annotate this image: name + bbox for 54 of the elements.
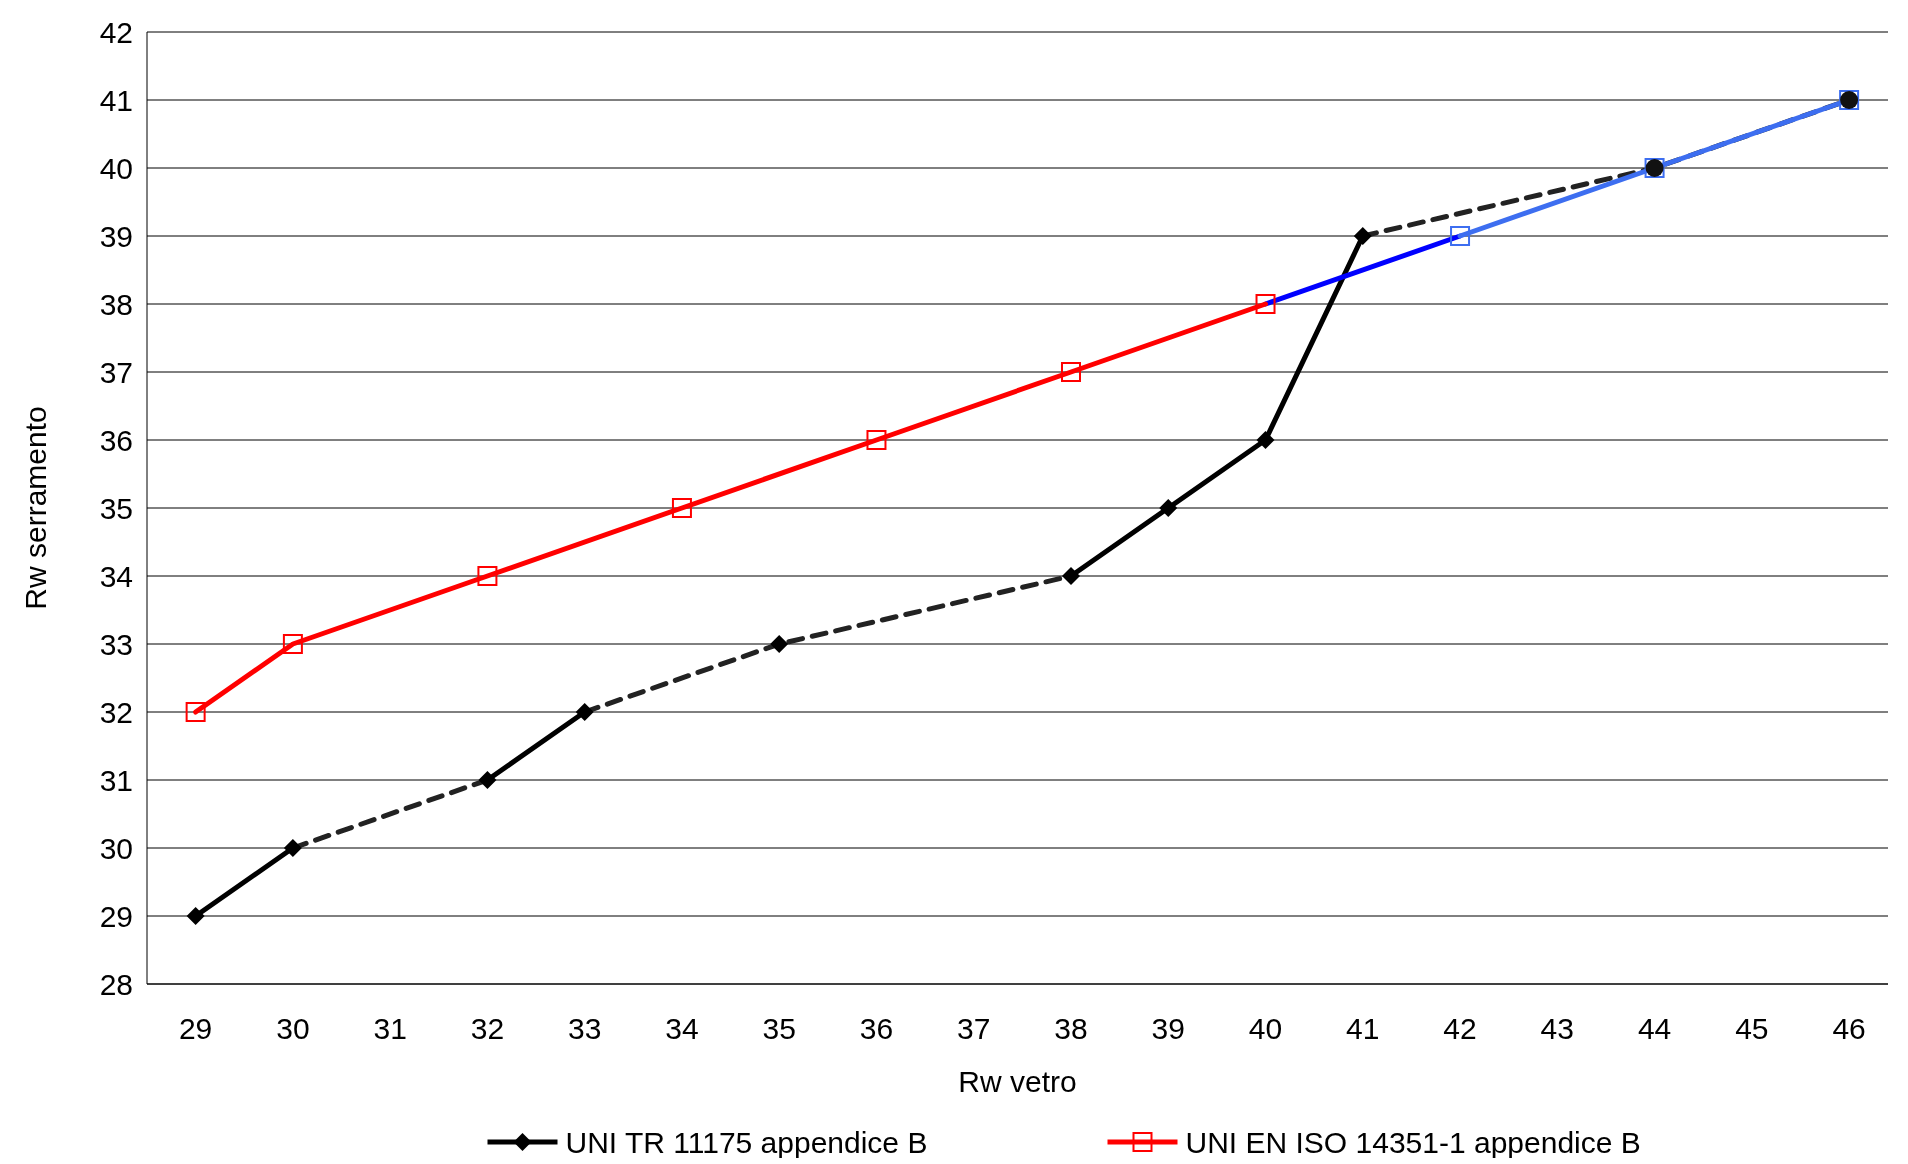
y-tick-label: 37	[99, 355, 133, 389]
legend-label: UNI TR 11175 appendice B	[565, 1125, 928, 1159]
y-tick-label: 32	[99, 695, 133, 729]
y-axis-title: Rw serramento	[19, 406, 52, 610]
legend-label: UNI EN ISO 14351-1 appendice B	[1185, 1125, 1641, 1159]
point	[1450, 226, 1471, 246]
x-tick-label: 35	[762, 1012, 796, 1045]
y-tick-label: 33	[99, 627, 133, 661]
x-tick-label: 40	[1248, 1012, 1283, 1045]
y-tick-label: 38	[99, 287, 133, 321]
x-tick-label: 37	[957, 1012, 991, 1045]
x-tick-label: 43	[1540, 1012, 1574, 1045]
y-tick-label: 31	[99, 763, 133, 797]
x-tick-label: 36	[859, 1012, 894, 1045]
x-axis-title: Rw vetro	[958, 1065, 1077, 1098]
point	[866, 430, 887, 450]
y-tick-label: 39	[99, 219, 133, 253]
point	[671, 498, 692, 518]
point	[477, 566, 498, 586]
x-tick-label: 45	[1735, 1012, 1769, 1045]
y-tick-label: 36	[99, 423, 133, 457]
point	[1353, 227, 1372, 245]
y-tick-label: 28	[99, 967, 133, 1001]
point	[283, 839, 302, 857]
point	[770, 635, 789, 653]
y-tick-label: 30	[99, 831, 133, 865]
x-tick-label: 32	[470, 1012, 505, 1045]
point	[1060, 362, 1081, 382]
point	[575, 703, 594, 721]
y-tick-label: 42	[99, 15, 133, 49]
x-tick-label: 29	[178, 1012, 213, 1045]
x-tick-label: 33	[567, 1012, 602, 1045]
point	[1159, 499, 1178, 517]
x-tick-label: 39	[1151, 1012, 1185, 1045]
x-tick-label: 30	[276, 1012, 310, 1045]
x-tick-label: 34	[665, 1012, 699, 1045]
y-tick-label: 41	[99, 83, 133, 117]
y-tick-label: 35	[99, 491, 133, 525]
y-tick-label: 34	[99, 559, 133, 593]
x-tick-label: 44	[1637, 1012, 1672, 1045]
point	[1061, 567, 1080, 585]
x-tick-label: 38	[1054, 1012, 1088, 1045]
x-tick-label: 31	[373, 1012, 407, 1045]
point	[478, 771, 497, 789]
y-tick-label: 40	[99, 151, 133, 185]
y-tick-label: 29	[99, 899, 133, 933]
point	[186, 907, 205, 925]
x-tick-label: 41	[1346, 1012, 1380, 1045]
point	[282, 634, 303, 654]
x-tick-label: 46	[1832, 1012, 1866, 1045]
point	[1255, 294, 1276, 314]
point	[185, 702, 206, 722]
x-tick-label: 42	[1443, 1012, 1477, 1045]
point	[1256, 431, 1275, 449]
